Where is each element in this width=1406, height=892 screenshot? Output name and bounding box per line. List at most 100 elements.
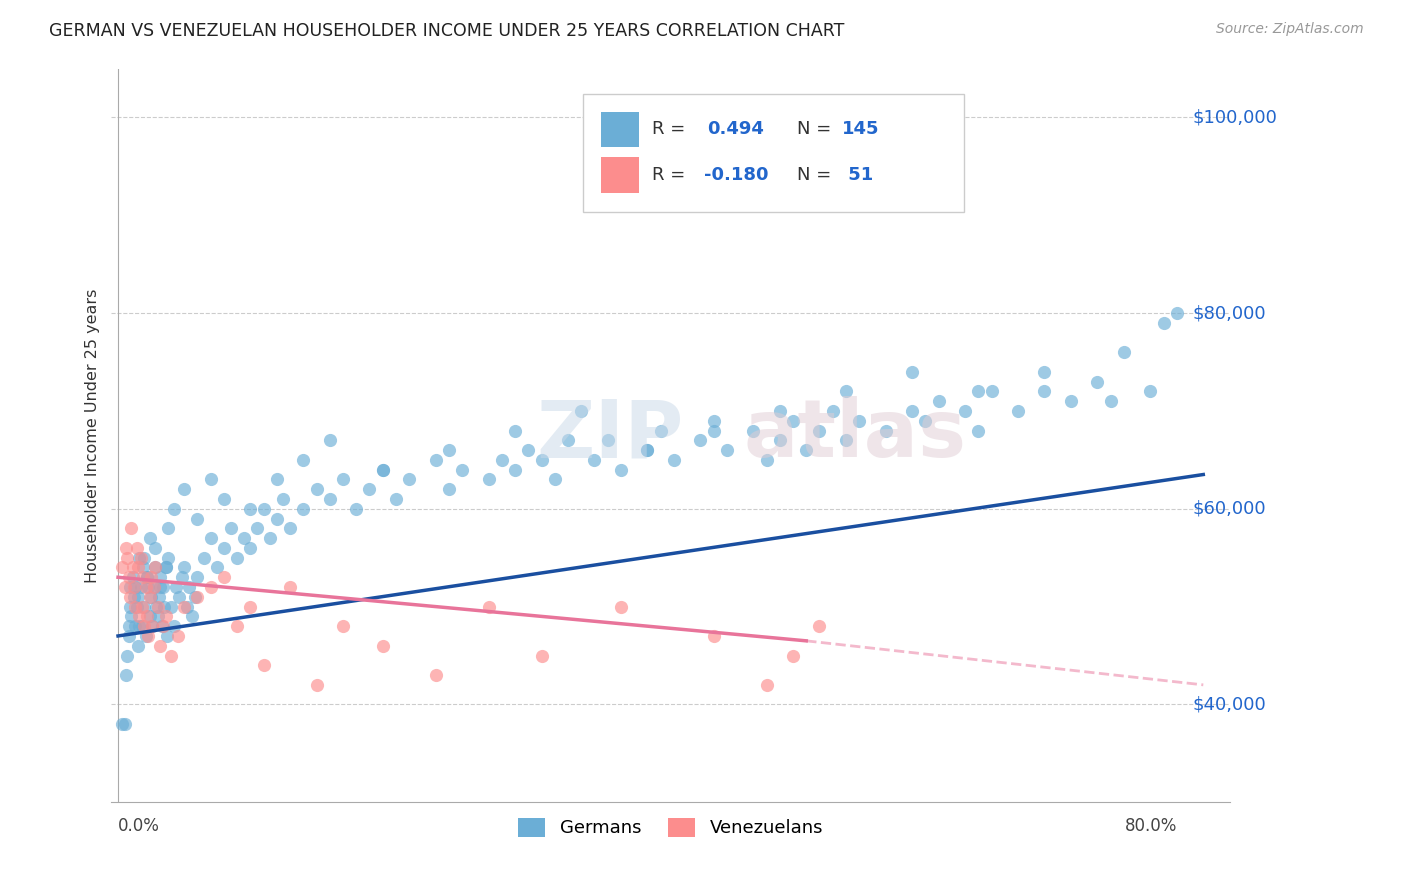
Point [132,560,155,574]
Point [162,501,184,516]
Point [139,609,162,624]
Point [610,462,633,476]
Point [138,580,160,594]
Point [142,580,165,594]
Point [716,443,738,458]
Point [186,511,208,525]
Point [162,619,184,633]
Point [121,570,143,584]
Point [319,491,342,506]
Text: 51: 51 [842,166,873,184]
FancyBboxPatch shape [602,157,640,193]
Text: 0.0%: 0.0% [118,817,160,835]
Text: 80.0%: 80.0% [1125,817,1177,835]
Point [662,453,685,467]
Point [118,590,141,604]
Point [319,434,342,448]
Point [138,629,160,643]
Text: $80,000: $80,000 [1192,304,1267,322]
Point [1007,404,1029,418]
Point [650,424,672,438]
Point [1033,365,1056,379]
Point [252,501,274,516]
Point [980,384,1002,399]
Point [385,491,408,506]
Point [200,472,222,486]
FancyBboxPatch shape [602,112,640,147]
Point [155,560,177,574]
Point [145,599,167,614]
Point [914,414,936,428]
Point [782,414,804,428]
Point [835,434,858,448]
Point [122,590,145,604]
Text: 0.494: 0.494 [707,120,765,138]
Point [239,599,262,614]
Point [259,531,281,545]
Point [544,472,567,486]
FancyBboxPatch shape [583,95,963,211]
Point [167,590,190,604]
Point [292,501,315,516]
Point [266,472,288,486]
Point [503,462,526,476]
Text: N =: N = [797,120,837,138]
Point [478,599,501,614]
Point [149,570,172,584]
Point [170,570,193,584]
Point [557,434,579,448]
Point [117,648,139,663]
Point [139,531,162,545]
Text: R =: R = [651,166,690,184]
Point [808,424,831,438]
Point [117,629,139,643]
Point [689,434,711,448]
Point [152,619,174,633]
Point [139,590,162,604]
Point [156,629,179,643]
Point [132,570,155,584]
Point [1099,394,1122,409]
Point [173,599,195,614]
Point [160,599,183,614]
Text: -0.180: -0.180 [704,166,769,184]
Text: $60,000: $60,000 [1192,500,1267,517]
Point [153,599,176,614]
Point [120,609,142,624]
Point [115,668,138,682]
Point [124,580,146,594]
Point [127,639,149,653]
Text: Source: ZipAtlas.com: Source: ZipAtlas.com [1216,22,1364,37]
Text: $40,000: $40,000 [1192,696,1267,714]
Point [134,599,156,614]
Point [359,482,381,496]
Point [1112,345,1135,359]
Point [136,609,159,624]
Point [246,521,269,535]
Point [212,570,235,584]
Point [117,619,139,633]
Point [146,609,169,624]
Point [226,619,249,633]
Text: R =: R = [651,120,690,138]
Point [128,609,150,624]
Point [530,648,553,663]
Point [292,453,315,467]
Point [152,580,174,594]
Point [136,570,159,584]
Point [901,404,924,418]
Point [143,541,166,555]
Point [266,511,288,525]
Point [117,550,139,565]
Point [173,560,195,574]
Point [437,482,460,496]
Point [901,365,924,379]
Point [139,590,162,604]
Y-axis label: Householder Income Under 25 years: Householder Income Under 25 years [86,288,100,582]
Point [135,580,157,594]
Point [278,580,301,594]
Legend: Germans, Venezuelans: Germans, Venezuelans [510,811,831,845]
Point [181,609,204,624]
Point [821,404,844,418]
Point [517,443,540,458]
